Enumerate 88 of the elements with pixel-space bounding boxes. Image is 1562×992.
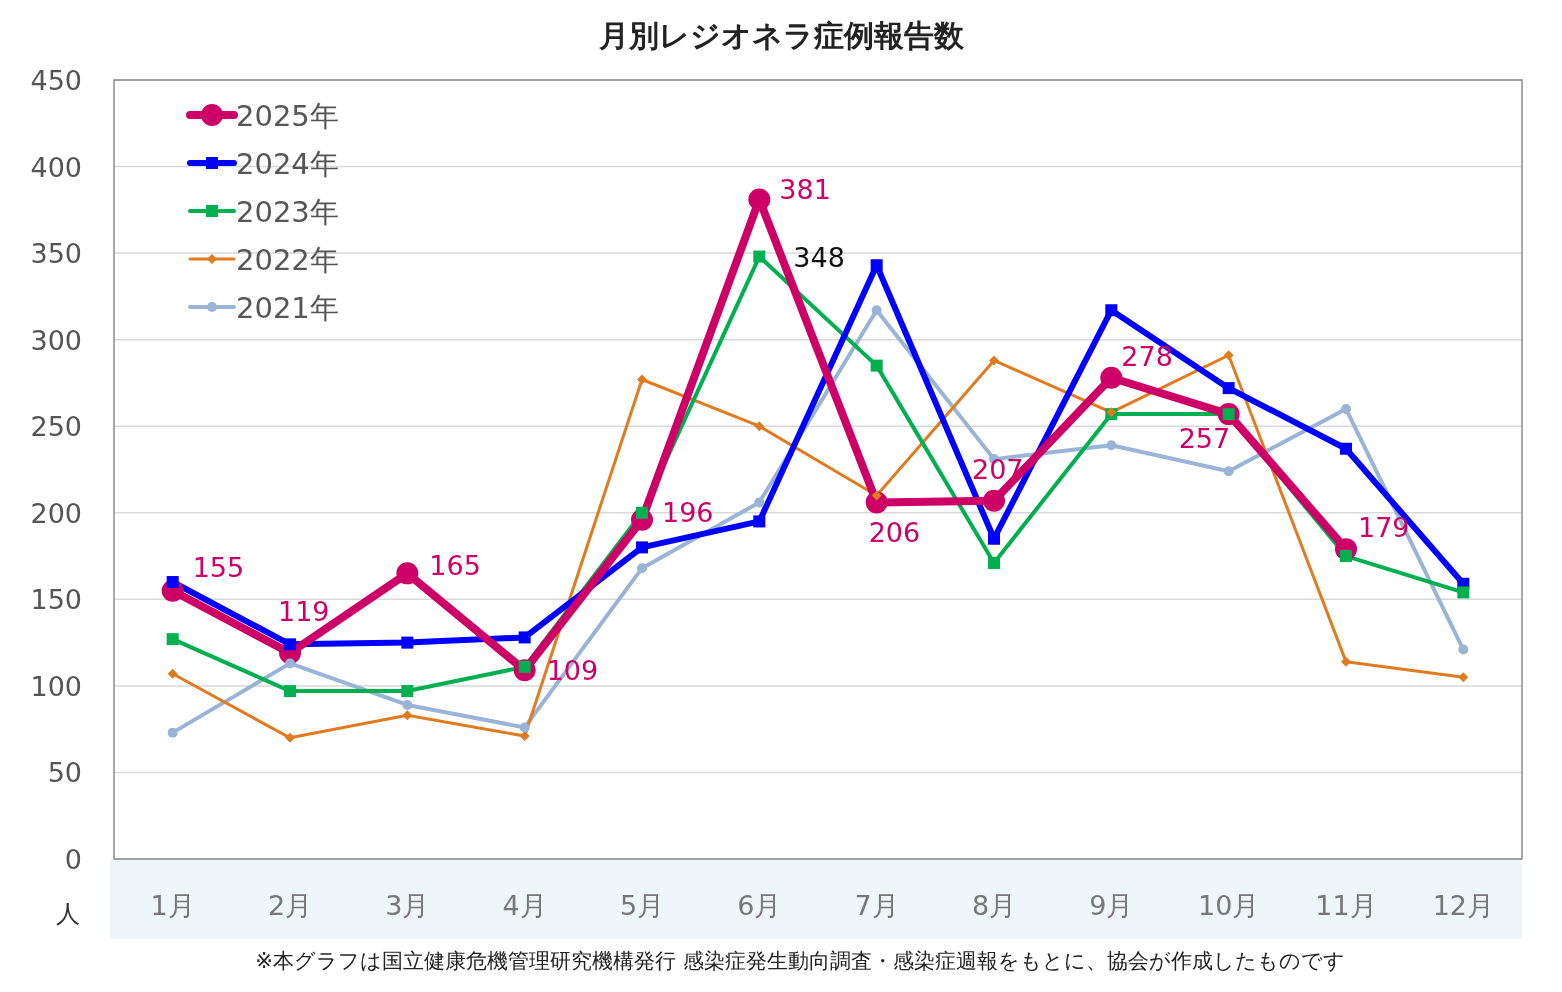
y-tick-label: 400 (30, 151, 82, 183)
point (636, 541, 648, 554)
y-tick-label: 250 (30, 411, 82, 443)
point (1340, 550, 1352, 563)
data-label: 196 (662, 496, 714, 528)
x-tick-label: 11月 (1315, 890, 1377, 921)
y-tick-label: 450 (30, 65, 82, 96)
point (754, 497, 765, 508)
data-label: 109 (546, 655, 599, 687)
x-tick-label: 5月 (619, 890, 665, 921)
x-tick-label: 12月 (1432, 890, 1495, 921)
point (1100, 366, 1123, 389)
point (753, 515, 766, 528)
x-tick-label: 10月 (1197, 890, 1260, 921)
point (402, 710, 413, 721)
data-label: 381 (779, 174, 831, 206)
point (1457, 586, 1470, 599)
y-tick-label: 0 (64, 844, 82, 875)
text: ※本グラフは国立健康危機管理研究機構発行 感染症発生動向調査・感染症週報をもとに、協会が作成したものです (255, 949, 1345, 973)
point (983, 489, 1005, 512)
data-label: 278 (1121, 340, 1173, 372)
point (870, 359, 883, 372)
y-tick-label: 350 (30, 238, 82, 270)
y-tick-label: 150 (30, 584, 82, 616)
point (401, 636, 414, 649)
point (637, 563, 647, 574)
point (1105, 304, 1118, 317)
point (988, 532, 1000, 545)
data-label: 206 (868, 517, 921, 549)
point (871, 305, 882, 316)
legend-label: 2021年 (236, 291, 339, 325)
point (167, 727, 178, 738)
y-tick-label: 200 (30, 497, 82, 529)
data-label: 179 (1358, 512, 1410, 544)
point (989, 355, 999, 366)
point (1106, 440, 1117, 451)
x-tick-label: 8月 (971, 890, 1017, 921)
y-axis-title: 人 (56, 900, 80, 928)
point (401, 685, 414, 698)
point (748, 188, 771, 211)
point (871, 490, 882, 501)
x-tick-label: 9月 (1089, 890, 1134, 921)
point (396, 562, 419, 585)
point (636, 506, 648, 519)
y-tick-label: 50 (47, 757, 82, 789)
x-tick-label: 1月 (150, 890, 195, 921)
point (519, 731, 530, 742)
data-label: 348 (793, 241, 845, 273)
data-label: 119 (278, 596, 330, 627)
point (1223, 350, 1234, 361)
point (988, 556, 1000, 569)
point (519, 722, 530, 733)
data-label: 257 (1178, 423, 1231, 455)
point (1341, 403, 1351, 414)
point (402, 699, 413, 710)
legend-label: 2025年 (236, 99, 339, 133)
x-tick-label: 6月 (737, 890, 782, 921)
point (166, 633, 179, 646)
data-label: 155 (192, 551, 245, 583)
point (518, 631, 531, 644)
y-tick-label: 300 (30, 324, 82, 356)
x-tick-label: 3月 (385, 890, 430, 921)
x-tick-label: 2月 (267, 890, 313, 921)
point (1340, 442, 1352, 455)
point (754, 421, 765, 432)
point (1341, 656, 1351, 667)
point (1458, 644, 1469, 655)
point (166, 576, 179, 589)
point (1223, 466, 1234, 477)
legend-label: 2023年 (236, 195, 339, 229)
point (870, 259, 883, 272)
point (284, 638, 296, 651)
chart-title: 月別レジオネラ症例報告数 (597, 18, 965, 53)
data-label: 165 (429, 550, 481, 582)
point (753, 250, 766, 263)
point (284, 685, 296, 698)
legend-label: 2024年 (236, 147, 339, 181)
point (167, 668, 178, 679)
point (1222, 382, 1235, 395)
y-tick-label: 100 (30, 670, 82, 702)
legend-label: 2022年 (236, 243, 339, 277)
x-tick-label: 4月 (502, 890, 547, 921)
point (285, 658, 295, 669)
data-label: 207 (972, 453, 1024, 485)
point (285, 732, 295, 743)
point (637, 374, 647, 385)
point (1458, 672, 1469, 683)
x-tick-label: 7月 (854, 890, 899, 921)
